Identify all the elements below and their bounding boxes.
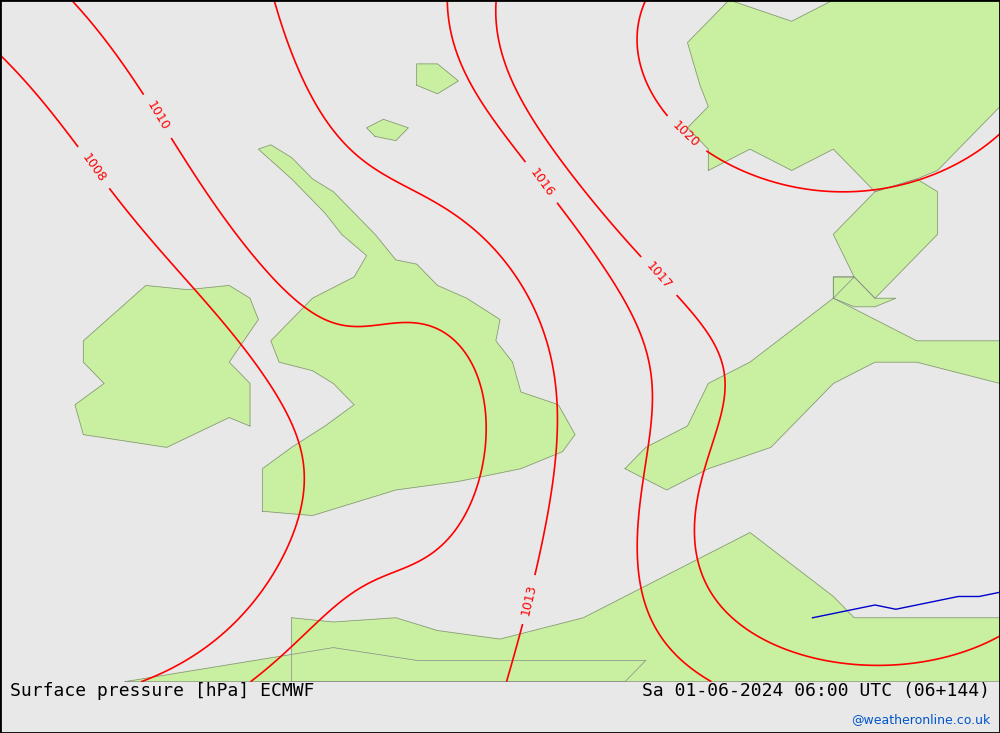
Polygon shape [625,298,1000,490]
Text: 1010: 1010 [144,99,171,133]
Text: @weatheronline.co.uk: @weatheronline.co.uk [851,712,990,726]
Text: 1020: 1020 [670,119,702,150]
Polygon shape [833,277,896,307]
Polygon shape [367,119,408,141]
Text: 1013: 1013 [519,583,539,616]
Text: 1008: 1008 [79,151,108,185]
Polygon shape [75,285,258,447]
Polygon shape [125,648,646,682]
Polygon shape [417,64,458,94]
Polygon shape [688,0,1000,192]
Text: Surface pressure [hPa] ECMWF: Surface pressure [hPa] ECMWF [10,682,314,700]
Polygon shape [258,145,575,515]
Text: Sa 01-06-2024 06:00 UTC (06+144): Sa 01-06-2024 06:00 UTC (06+144) [642,682,990,700]
Polygon shape [833,179,938,298]
Polygon shape [292,533,1000,682]
Text: 1017: 1017 [644,259,674,292]
Text: 1016: 1016 [527,166,556,199]
